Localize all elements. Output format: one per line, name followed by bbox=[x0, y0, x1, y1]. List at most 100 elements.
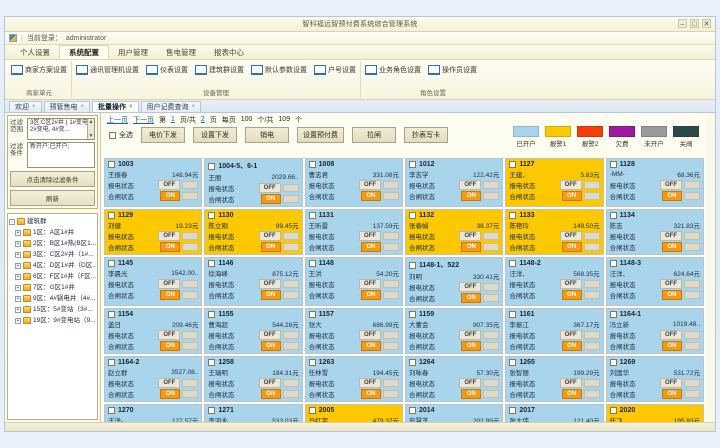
close-icon[interactable]: × bbox=[32, 104, 36, 110]
meter-checkbox[interactable] bbox=[409, 212, 416, 219]
issue-price-button[interactable]: 电价下发 bbox=[141, 127, 185, 143]
meter-checkbox[interactable] bbox=[609, 212, 617, 219]
meter-cell[interactable]: 1012 李志学 122.42元 报电状态 OFF 合闸状态 ON bbox=[405, 158, 504, 207]
scrollbar[interactable]: ▲ ▼ bbox=[87, 119, 94, 139]
ribbon-button-business-role[interactable]: 业务角色设置 bbox=[365, 65, 421, 75]
meter-cell[interactable]: 1157 张大 686.99元 报电状态 OFF 合闸状态 ON bbox=[304, 308, 403, 354]
meter-checkbox[interactable] bbox=[108, 311, 115, 318]
meter-checkbox[interactable] bbox=[409, 311, 416, 318]
tab-welcome[interactable]: 欢迎 × bbox=[9, 101, 42, 112]
prev-page-link[interactable]: 上一页 bbox=[107, 116, 128, 124]
maximize-icon[interactable]: □ bbox=[690, 19, 699, 28]
meter-cell[interactable]: 1003 王振春 148.94元 报电状态 OFF 合闸状态 ON bbox=[104, 158, 203, 207]
meter-cell[interactable]: 1128 -MM- 68.36元 报电状态 OFF 合闸状态 ON bbox=[605, 158, 704, 207]
tree-node-zone-2[interactable]: + 2区：B区1#热(B区1... bbox=[9, 238, 96, 249]
meter-checkbox[interactable] bbox=[208, 162, 216, 170]
expand-icon[interactable]: + bbox=[15, 229, 21, 236]
meter-checkbox[interactable] bbox=[208, 407, 216, 414]
meter-checkbox[interactable] bbox=[509, 161, 517, 168]
meter-cell[interactable]: 1148 王洪 54.20元 报电状态 OFF 合闸状态 ON bbox=[304, 257, 403, 306]
meter-checkbox[interactable] bbox=[108, 359, 115, 366]
ribbon-button-merchant-plan[interactable]: 商家方案设置 bbox=[11, 65, 67, 75]
meter-checkbox[interactable] bbox=[208, 212, 216, 219]
meter-checkbox[interactable] bbox=[409, 161, 416, 168]
meter-checkbox[interactable] bbox=[509, 260, 517, 267]
next-page-link[interactable]: 下一页 bbox=[133, 116, 154, 124]
refresh-button[interactable]: 刷新 bbox=[10, 190, 95, 206]
trip-switch-button[interactable]: 拉闸 bbox=[352, 127, 396, 143]
close-icon[interactable]: × bbox=[191, 104, 196, 110]
meter-checkbox[interactable] bbox=[308, 161, 316, 168]
tree-node-zone-7[interactable]: + 7区：G区1#井 bbox=[9, 282, 96, 293]
tree-node-zone-3[interactable]: + 3区：C区2#井（1#... bbox=[9, 249, 96, 260]
filter-condition-value[interactable]: 新开户;已开户; bbox=[27, 142, 95, 168]
meter-cell[interactable]: 1161 李振江 367.17元 报电状态 OFF 合闸状态 ON bbox=[505, 308, 604, 354]
ribbon-button-comm-manager[interactable]: 通讯管理机设置 bbox=[76, 65, 139, 75]
meter-cell[interactable]: 1164-2 赵立群 3527.08.. 报电状态 OFF 合闸状态 ON bbox=[104, 356, 203, 402]
meter-checkbox[interactable] bbox=[208, 359, 216, 366]
tree-node-zone-19[interactable]: + 19区：9#变电站（9... bbox=[9, 315, 96, 326]
tree-node-zone-6[interactable]: + 6区：F区1#井（F区... bbox=[9, 271, 96, 282]
ribbon-button-account-number[interactable]: 户号设置 bbox=[314, 65, 356, 75]
meter-cell[interactable]: 1164-1 冯立新 1019.48.. 报电状态 OFF 合闸状态 ON bbox=[605, 308, 704, 354]
close-icon[interactable]: × bbox=[129, 104, 133, 110]
meter-checkbox[interactable] bbox=[108, 161, 115, 168]
select-all-checkbox[interactable] bbox=[109, 131, 116, 139]
meter-checkbox[interactable] bbox=[609, 260, 617, 267]
expand-icon[interactable]: + bbox=[15, 262, 21, 269]
minimize-icon[interactable]: – bbox=[678, 19, 687, 28]
meter-checkbox[interactable] bbox=[609, 311, 617, 318]
collapse-icon[interactable]: - bbox=[9, 218, 15, 225]
meter-cell[interactable]: 1148-1、522 刘明 330.41元 报电状态 OFF 合闸状态 ON bbox=[405, 257, 504, 306]
meter-cell[interactable]: 1132 张春娟 38.37元 报电状态 OFF 合闸状态 ON bbox=[405, 209, 504, 255]
ribbon-button-operator[interactable]: 操作员设置 bbox=[428, 65, 477, 75]
menu-tab-power-sales[interactable]: 售电管理 bbox=[166, 47, 196, 57]
meter-cell[interactable]: 1133 陈艳玲 149.50元 报电状态 OFF 合闸状态 ON bbox=[505, 209, 604, 255]
meter-cell[interactable]: 1155 曹海超 544.28元 报电状态 OFF 合闸状态 ON bbox=[204, 308, 303, 354]
tree-node-zone-1[interactable]: + 1区：A区1#井 bbox=[9, 227, 96, 238]
meter-cell[interactable]: 1148-3 汪洋、 624.64元 报电状态 OFF 合闸状态 ON bbox=[605, 257, 704, 306]
tree-root-node[interactable]: - 建筑群 bbox=[9, 216, 96, 227]
ribbon-button-default-params[interactable]: 默认参数设置 bbox=[251, 65, 307, 75]
select-all-control[interactable]: 全选 bbox=[109, 130, 133, 140]
menu-tab-personal[interactable]: 个人设置 bbox=[20, 47, 50, 57]
meter-cell[interactable]: 1008 曹志君 331.08元 报电状态 OFF 合闸状态 ON bbox=[304, 158, 403, 207]
meter-checkbox[interactable] bbox=[609, 359, 617, 366]
meter-checkbox[interactable] bbox=[308, 407, 316, 414]
tree-node-zone-4[interactable]: + 4区：D区1#井（D区... bbox=[9, 260, 96, 271]
meter-checkbox[interactable] bbox=[609, 161, 617, 168]
meter-cell[interactable]: 1127 王建、 5.83元 报电状态 OFF 合闸状态 ON bbox=[505, 158, 604, 207]
total-page-number[interactable]: 2 bbox=[200, 116, 205, 123]
expand-icon[interactable]: + bbox=[15, 295, 21, 302]
meter-checkbox[interactable] bbox=[308, 212, 316, 219]
menu-tab-system-config[interactable]: 系统配置 bbox=[59, 45, 109, 59]
tab-billing-query[interactable]: 用户记费查询 × bbox=[140, 101, 202, 112]
clear-filter-button[interactable]: 点击清除过滤条件 bbox=[10, 171, 95, 187]
menu-tab-user-management[interactable]: 用户管理 bbox=[118, 47, 148, 57]
meter-cell[interactable]: 1154 盖日 209.46元 报电状态 OFF 合闸状态 ON bbox=[104, 308, 203, 354]
meter-checkbox[interactable] bbox=[108, 260, 115, 267]
expand-icon[interactable]: + bbox=[15, 284, 21, 291]
meter-cell[interactable]: 1148-2 汪洋、 568.35元 报电状态 OFF 合闸状态 ON bbox=[505, 257, 604, 306]
meter-cell[interactable]: 1130 陈立刚 99.45元 报电状态 OFF 合闸状态 ON bbox=[204, 209, 303, 255]
close-icon[interactable]: × bbox=[80, 104, 85, 110]
meter-checkbox[interactable] bbox=[308, 359, 316, 366]
issue-settings-button[interactable]: 设置下发 bbox=[193, 127, 237, 143]
meter-checkbox[interactable] bbox=[208, 311, 216, 318]
meter-cell[interactable]: 1146 徐海峰 875.12元 报电状态 OFF 合闸状态 ON bbox=[204, 257, 303, 306]
tree-node-zone-15[interactable]: + 15区：5#变站（3#... bbox=[9, 304, 96, 315]
meter-checkbox[interactable] bbox=[208, 260, 216, 267]
expand-icon[interactable]: + bbox=[15, 306, 21, 313]
meter-checkbox[interactable] bbox=[308, 311, 316, 318]
set-prepaid-button[interactable]: 设置预付费 bbox=[297, 127, 344, 143]
ribbon-button-building-group[interactable]: 建筑群设置 bbox=[195, 65, 244, 75]
meter-cell[interactable]: 1265 张智丽 199.29元 报电状态 OFF 合闸状态 ON bbox=[505, 356, 604, 402]
tab-prepaid-sales[interactable]: 预管售电 × bbox=[43, 101, 91, 112]
meter-checkbox[interactable] bbox=[509, 359, 517, 366]
